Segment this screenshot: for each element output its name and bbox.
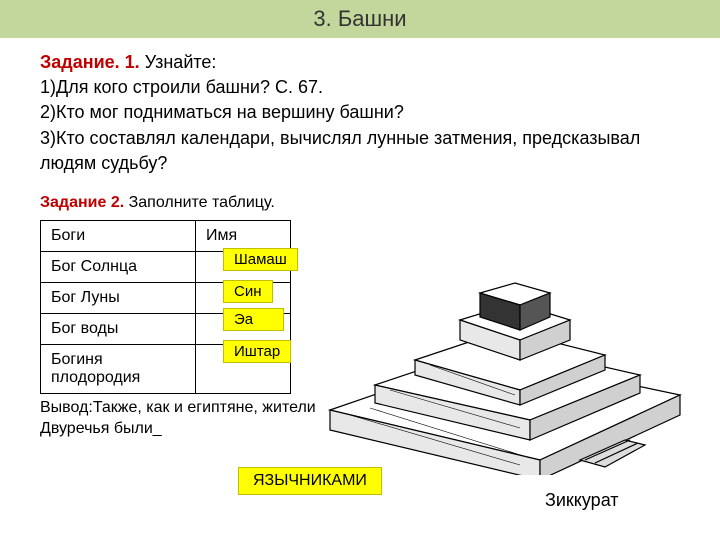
task2-block: Задание 2. Заполните таблицу. [40, 194, 690, 212]
task1-block: Задание. 1. Узнайте: 1)Для кого строили … [40, 50, 690, 176]
conclusion-text: Вывод:Также, как и египтяне, жители Двур… [40, 398, 340, 440]
task1-intro: Узнайте: [140, 52, 217, 72]
table-header-left: Боги [41, 220, 196, 251]
task2-label: Задание 2. [40, 194, 124, 211]
table-cell: Бог Солнца [41, 251, 196, 282]
table-row: Боги Имя [41, 220, 291, 251]
gods-table: Боги Имя Бог Солнца Бог Луны Бог воды Бо… [40, 220, 291, 394]
table-container: Боги Имя Бог Солнца Бог Луны Бог воды Бо… [40, 220, 340, 440]
tag-ishtar: Иштар [223, 340, 291, 363]
slide-header: 3. Башни [0, 0, 720, 38]
tag-ea: Эа [223, 308, 284, 331]
ziggurat-caption: Зиккурат [545, 490, 619, 511]
ziggurat-illustration [320, 245, 690, 475]
task2-intro: Заполните таблицу. [124, 194, 275, 211]
task1-q1: 1)Для кого строили башни? С. 67. [40, 77, 323, 97]
table-cell: Богиня плодородия [41, 344, 196, 393]
tag-sin: Син [223, 280, 273, 303]
task1-q2: 2)Кто мог подниматься на вершину башни? [40, 102, 404, 122]
table-cell: Бог воды [41, 313, 196, 344]
table-header-right: Имя [196, 220, 291, 251]
table-cell: Бог Луны [41, 282, 196, 313]
tag-shamash: Шамаш [223, 248, 298, 271]
task1-label: Задание. 1. [40, 52, 140, 72]
task1-q3: 3)Кто составлял календари, вычислял лунн… [40, 128, 640, 173]
